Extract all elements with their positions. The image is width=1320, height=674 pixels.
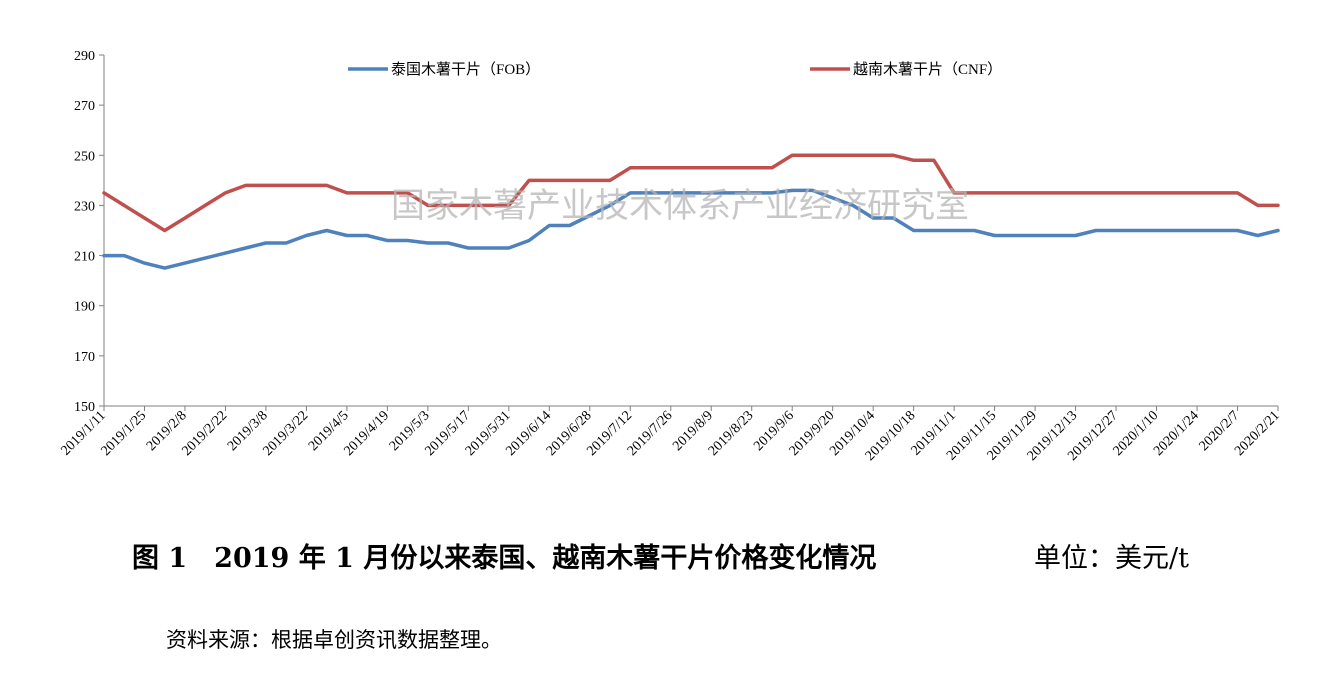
source-note: 资料来源：根据卓创资讯数据整理。 [166, 628, 502, 652]
y-tick-label: 230 [74, 199, 95, 214]
y-axis-ticks: 150 170 190 210 230 250 270 290 [74, 49, 104, 415]
x-tick-label: 2019/4/19 [341, 408, 392, 459]
x-tick-label: 2019/1/25 [99, 408, 150, 459]
y-tick-label: 270 [74, 99, 95, 114]
x-tick-label: 2020/1/24 [1151, 408, 1202, 459]
unit-label: 单位：美元/t [1034, 543, 1189, 574]
figure-caption: 图 1 2019 年 1 月份以来泰国、越南木薯干片价格变化情况 [132, 543, 877, 574]
y-tick-label: 290 [74, 49, 95, 64]
legend-label-1: 泰国木薯干片（FOB） [391, 61, 540, 78]
series-line-1 [102, 188, 1280, 270]
watermark: 国家木薯产业技术体系产业经济研究室 [391, 186, 969, 226]
legend-label-2: 越南木薯干片（CNF） [853, 61, 1002, 78]
x-axis-ticks: 2019/1/112019/1/252019/2/82019/2/222019/… [58, 406, 1283, 464]
series-lines [102, 153, 1280, 270]
y-tick-label: 210 [74, 250, 95, 265]
x-tick-label: 2020/2/21 [1232, 408, 1283, 459]
y-tick-label: 250 [74, 149, 95, 164]
y-tick-label: 150 [74, 400, 95, 415]
x-tick-label: 2019/3/22 [260, 408, 311, 459]
axes [103, 55, 1278, 407]
x-tick-label: 2019/7/26 [625, 408, 676, 459]
y-tick-label: 190 [74, 300, 95, 315]
x-tick-label: 2019/8/23 [706, 408, 757, 459]
chart: 150 170 190 210 230 250 270 290 2019/1/11 2019/1… [58, 49, 1283, 464]
line-chart: 150 170 190 210 230 250 270 290 2019/1/112019/1… [58, 49, 1283, 464]
legend: 泰国木薯干片（FOB） 越南木薯干片（CNF） [348, 61, 1002, 78]
y-tick-label: 170 [74, 350, 95, 365]
x-tick-label: 2019/2/22 [180, 408, 231, 459]
series-line-2 [102, 153, 1280, 233]
